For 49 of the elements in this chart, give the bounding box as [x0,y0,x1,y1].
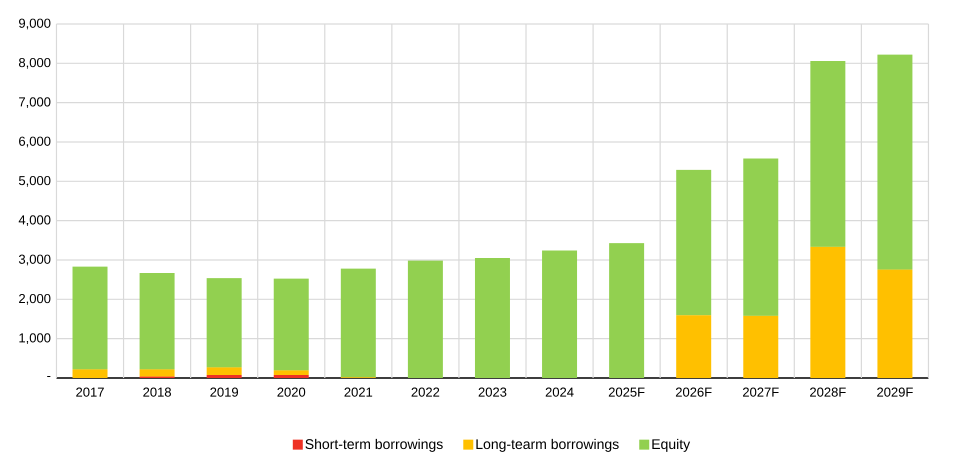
x-tick-label: 2023 [478,388,506,397]
x-tick-label: 2018 [143,388,171,397]
x-tick-label: 2028F [810,388,846,397]
bar [542,250,578,378]
y-tick-label: 5,000 [18,176,50,187]
bar [140,369,175,377]
bar [340,268,376,378]
bar [877,54,912,270]
bar [72,369,108,378]
legend-label: Long-tearm borrowings [476,438,619,452]
y-tick-label: 1,000 [19,333,50,344]
y-tick-label: 4,000 [18,215,50,226]
bar [474,258,510,378]
bar [274,375,309,378]
bar [206,278,242,368]
bar [140,272,175,370]
bar [206,375,242,378]
x-tick-label: 2027F [743,388,779,397]
bar [743,316,778,378]
bar [676,170,712,316]
y-tick-label: - [47,376,50,378]
x-tick-label: 2026F [676,388,712,397]
bar [743,158,778,316]
x-tick-label: 2017 [76,388,104,397]
bar [274,370,309,376]
x-tick-label: 2025F [608,388,645,397]
y-tick-label: 2,000 [19,294,50,305]
x-tick-label: 2021 [344,388,372,397]
bar [274,278,309,370]
y-tick-label: 9,000 [19,18,50,30]
bar [609,243,644,378]
y-tick-label: 7,000 [19,97,50,108]
x-tick-label: 2029F [877,388,913,397]
bar [877,270,912,378]
y-tick-label: 8,000 [18,58,50,69]
y-tick-label: 3,000 [18,254,50,266]
bar [408,260,443,378]
bar [72,266,108,370]
bar [206,367,242,376]
x-tick-label: 2022 [412,388,440,397]
x-tick-label: 2019 [210,388,238,397]
bar [810,246,846,378]
x-tick-label: 2020 [277,388,306,397]
bar [676,315,712,378]
legend-label: Short-term borrowings [305,438,443,452]
y-tick-label: 6,000 [19,136,50,148]
x-tick-label: 2024 [546,388,574,397]
legend-label: Equity [652,438,690,452]
bar [810,60,846,247]
